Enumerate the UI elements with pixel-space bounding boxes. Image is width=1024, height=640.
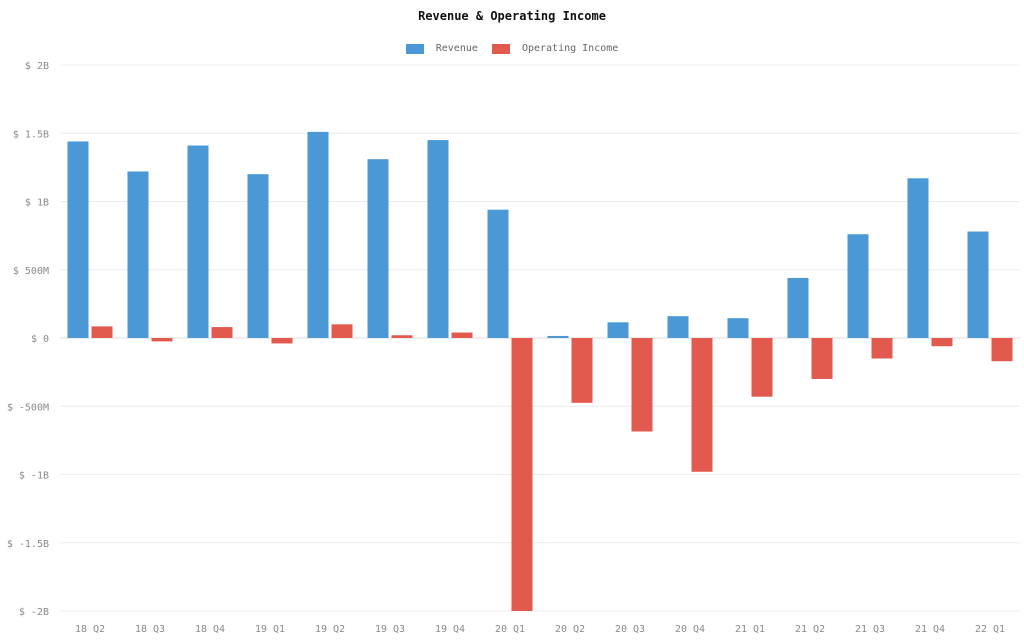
bar-revenue[interactable] (607, 322, 629, 338)
y-tick-label: $ -1.5B (7, 539, 49, 550)
x-tick-label: 20 Q2 (555, 624, 585, 635)
bar-operating-income[interactable] (811, 338, 833, 379)
bar-revenue[interactable] (67, 141, 89, 338)
legend-item-operating-income[interactable]: Operating Income (491, 43, 619, 55)
bar-operating-income[interactable] (151, 338, 173, 342)
x-tick-label: 21 Q1 (735, 624, 765, 635)
x-tick-label: 21 Q2 (795, 624, 825, 635)
bar-revenue[interactable] (787, 277, 809, 338)
x-tick-label: 19 Q1 (255, 624, 285, 635)
bar-operating-income[interactable] (331, 324, 353, 338)
bar-revenue[interactable] (907, 178, 929, 338)
bar-revenue[interactable] (847, 234, 869, 338)
y-tick-label: $ -2B (19, 607, 49, 618)
bar-revenue[interactable] (667, 316, 689, 338)
bar-operating-income[interactable] (571, 338, 593, 403)
y-tick-label: $ -500M (7, 402, 49, 413)
bar-revenue[interactable] (727, 318, 749, 338)
x-tick-label: 21 Q3 (855, 624, 885, 635)
y-tick-label: $ 500M (13, 266, 49, 277)
y-tick-label: $ 0 (31, 334, 49, 345)
x-tick-label: 19 Q4 (435, 624, 465, 635)
legend: Revenue Operating Income (0, 43, 1024, 55)
x-tick-label: 18 Q2 (75, 624, 105, 635)
x-tick-label: 20 Q3 (615, 624, 645, 635)
bar-operating-income[interactable] (271, 338, 293, 344)
bar-operating-income[interactable] (991, 338, 1013, 362)
x-tick-label: 18 Q4 (195, 624, 225, 635)
legend-item-revenue[interactable]: Revenue (405, 43, 478, 55)
bar-operating-income[interactable] (511, 338, 533, 611)
bar-operating-income[interactable] (931, 338, 953, 347)
bar-revenue[interactable] (487, 209, 509, 338)
legend-swatch-revenue (405, 43, 424, 54)
x-tick-label: 21 Q4 (915, 624, 945, 635)
x-tick-label: 19 Q3 (375, 624, 405, 635)
legend-swatch-operating-income (491, 43, 510, 54)
y-tick-label: $ 2B (25, 61, 49, 72)
bar-revenue[interactable] (187, 145, 209, 338)
bar-revenue[interactable] (967, 231, 989, 338)
bar-revenue[interactable] (127, 171, 149, 338)
bar-revenue[interactable] (547, 335, 569, 338)
x-tick-label: 22 Q1 (975, 624, 1005, 635)
y-tick-label: $ 1B (25, 198, 49, 209)
bar-revenue[interactable] (427, 140, 449, 338)
x-tick-label: 19 Q2 (315, 624, 345, 635)
y-tick-label: $ 1.5B (13, 129, 49, 140)
bar-operating-income[interactable] (91, 326, 113, 338)
bar-operating-income[interactable] (631, 338, 653, 432)
bar-operating-income[interactable] (691, 338, 713, 472)
legend-label-revenue: Revenue (435, 43, 478, 54)
bar-operating-income[interactable] (211, 327, 233, 338)
bar-operating-income[interactable] (451, 332, 473, 338)
x-tick-label: 18 Q3 (135, 624, 165, 635)
bar-revenue[interactable] (367, 159, 389, 338)
bar-operating-income[interactable] (871, 338, 893, 359)
chart-title: Revenue & Operating Income (418, 9, 606, 23)
bar-revenue[interactable] (247, 174, 269, 338)
legend-label-operating-income: Operating Income (521, 43, 619, 54)
x-tick-label: 20 Q1 (495, 624, 525, 635)
y-tick-label: $ -1B (19, 471, 49, 482)
x-tick-label: 20 Q4 (675, 624, 705, 635)
bar-operating-income[interactable] (391, 335, 413, 338)
bar-operating-income[interactable] (751, 338, 773, 397)
bar-revenue[interactable] (307, 131, 329, 338)
